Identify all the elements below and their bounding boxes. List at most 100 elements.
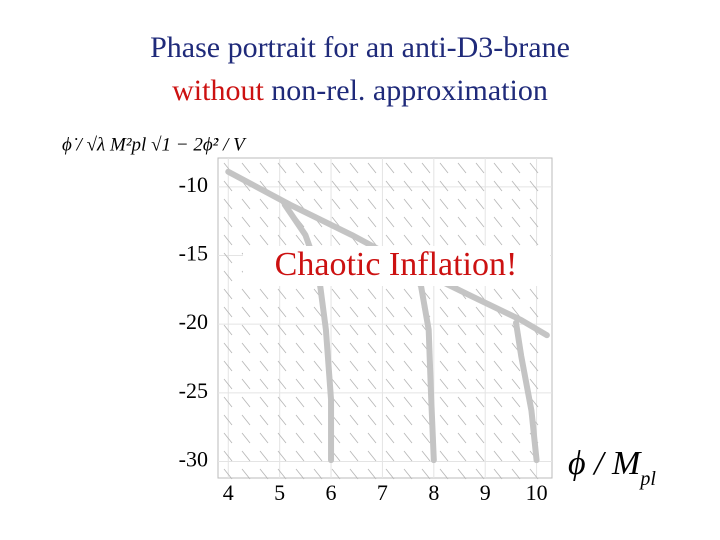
field-arrow	[259, 306, 269, 318]
y-label: ϕ̇ / √λ M²pl √1 − 2ϕ̇² / V	[62, 134, 247, 155]
field-arrow	[259, 324, 269, 336]
field-arrow	[277, 342, 287, 354]
field-arrow	[241, 360, 251, 372]
field-arrow	[403, 306, 413, 318]
field-arrow	[439, 306, 449, 318]
field-arrow	[367, 342, 377, 354]
field-arrow	[277, 180, 287, 192]
x-tick-label: 5	[274, 480, 285, 505]
field-arrow	[259, 468, 269, 480]
field-arrow	[259, 450, 269, 462]
field-arrow	[241, 432, 251, 444]
field-arrow	[367, 450, 377, 462]
field-arrow	[511, 180, 521, 192]
field-arrow	[367, 306, 377, 318]
field-arrow	[475, 468, 485, 480]
field-arrow	[457, 396, 467, 408]
field-arrow	[295, 378, 305, 390]
field-arrow	[331, 378, 341, 390]
field-arrow	[403, 234, 413, 246]
field-arrow	[475, 180, 485, 192]
field-arrow	[421, 414, 431, 426]
field-arrow	[511, 162, 521, 174]
field-arrow	[475, 378, 485, 390]
field-arrow	[277, 378, 287, 390]
field-arrow	[331, 360, 341, 372]
field-arrow	[241, 414, 251, 426]
field-arrow	[223, 324, 233, 336]
field-arrow	[349, 324, 359, 336]
field-arrow	[475, 216, 485, 228]
field-arrow	[313, 432, 323, 444]
field-arrow	[403, 216, 413, 228]
field-arrow	[457, 180, 467, 192]
field-arrow	[457, 216, 467, 228]
field-arrow	[349, 162, 359, 174]
field-arrow	[349, 306, 359, 318]
field-arrow	[367, 198, 377, 210]
field-arrow	[421, 198, 431, 210]
y-tick-label: -30	[179, 447, 208, 472]
field-arrow	[367, 216, 377, 228]
field-arrow	[295, 414, 305, 426]
field-arrow	[295, 234, 305, 246]
field-arrow	[223, 450, 233, 462]
field-arrow	[439, 324, 449, 336]
field-arrow	[223, 180, 233, 192]
field-arrow	[529, 378, 539, 390]
field-arrow	[385, 306, 395, 318]
field-arrow	[439, 288, 449, 300]
field-arrow	[385, 450, 395, 462]
field-arrow	[529, 216, 539, 228]
field-arrow	[241, 198, 251, 210]
field-arrow	[331, 468, 341, 480]
y-tick-label: -15	[179, 241, 208, 266]
field-arrow	[223, 342, 233, 354]
field-arrow	[403, 180, 413, 192]
field-arrow	[457, 432, 467, 444]
field-arrow	[241, 216, 251, 228]
field-arrow	[529, 360, 539, 372]
field-arrow	[277, 216, 287, 228]
field-arrow	[259, 342, 269, 354]
field-arrow	[241, 234, 251, 246]
x-tick-label: 10	[526, 480, 548, 505]
field-arrow	[421, 468, 431, 480]
field-arrow	[385, 342, 395, 354]
field-arrow	[403, 468, 413, 480]
field-arrow	[403, 450, 413, 462]
trajectory	[281, 201, 335, 464]
field-arrow	[385, 432, 395, 444]
field-arrow	[277, 360, 287, 372]
field-arrow	[457, 198, 467, 210]
field-arrow	[439, 162, 449, 174]
field-arrow	[349, 396, 359, 408]
field-arrow	[223, 216, 233, 228]
field-arrow	[421, 450, 431, 462]
plot-area	[217, 157, 553, 479]
field-arrow	[367, 414, 377, 426]
field-arrow	[223, 360, 233, 372]
field-arrow	[295, 180, 305, 192]
field-arrow	[457, 414, 467, 426]
field-arrow	[439, 234, 449, 246]
field-arrow	[457, 360, 467, 372]
field-arrow	[367, 432, 377, 444]
field-arrow	[331, 162, 341, 174]
field-arrow	[385, 360, 395, 372]
field-arrow	[295, 198, 305, 210]
field-arrow	[493, 324, 503, 336]
field-arrow	[385, 180, 395, 192]
field-arrow	[493, 378, 503, 390]
field-arrow	[295, 396, 305, 408]
field-arrow	[403, 288, 413, 300]
field-arrow	[385, 468, 395, 480]
field-arrow	[295, 432, 305, 444]
field-arrow	[475, 450, 485, 462]
field-arrow	[349, 288, 359, 300]
field-arrow	[367, 288, 377, 300]
field-arrow	[529, 198, 539, 210]
field-arrow	[511, 468, 521, 480]
field-arrow	[457, 306, 467, 318]
field-arrow	[493, 162, 503, 174]
